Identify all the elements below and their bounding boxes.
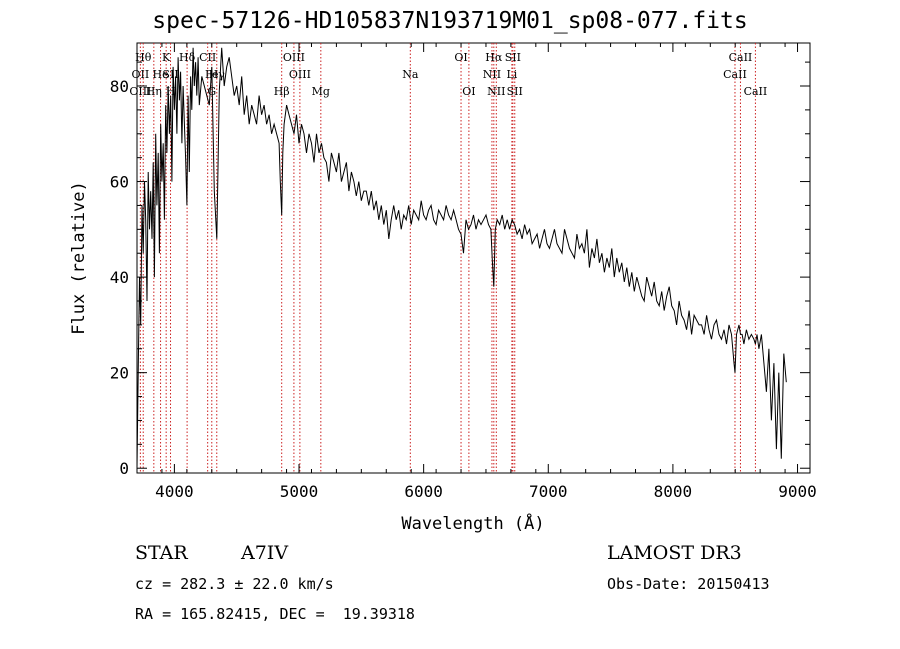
survey-name: LAMOST DR3 <box>607 542 742 564</box>
line-label: SII <box>507 85 523 98</box>
line-label: CII <box>199 51 216 64</box>
x-tick-label: 7000 <box>529 482 568 501</box>
line-label: Na <box>402 68 419 81</box>
spectrum-line <box>136 47 787 469</box>
x-tick-label: 6000 <box>404 482 443 501</box>
line-markers <box>139 43 756 473</box>
line-label: CaII <box>744 85 768 98</box>
x-tick-label: 8000 <box>654 482 693 501</box>
object-class: STAR <box>135 542 188 564</box>
x-axis-label: Wavelength (Å) <box>401 512 544 534</box>
x-tick-label: 9000 <box>778 482 817 501</box>
line-label: G <box>207 85 216 98</box>
line-label: NII <box>487 85 505 98</box>
line-label: OIII <box>289 68 311 81</box>
y-tick-label: 80 <box>110 77 129 96</box>
y-tick-label: 20 <box>110 364 129 383</box>
chart-title: spec-57126-HD105837N193719M01_sp08-077.f… <box>152 8 748 34</box>
line-label: SII <box>505 51 521 64</box>
line-label: OIII <box>283 51 305 64</box>
line-label: He <box>153 68 169 81</box>
line-label: Hθ <box>135 51 152 64</box>
x-tick-label: 5000 <box>280 482 319 501</box>
y-axis-label: Flux (relative) <box>69 181 89 335</box>
y-tick-label: 0 <box>119 459 129 478</box>
x-axis-ticks: 4000 5000 6000 7000 8000 9000 <box>136 43 817 501</box>
y-tick-label: 60 <box>110 173 129 192</box>
line-label: Mg <box>312 85 330 98</box>
plot-frame <box>136 42 811 474</box>
line-label: SII <box>162 68 178 81</box>
x-tick-label: 4000 <box>155 482 194 501</box>
line-label: Hγ <box>209 68 226 81</box>
line-label: Hδ <box>179 51 196 64</box>
y-axis-ticks: 0 20 40 60 80 <box>110 61 810 478</box>
line-label: Hβ <box>274 85 290 98</box>
observation-date: Obs-Date: 20150413 <box>607 575 770 593</box>
line-label: OIII <box>129 85 151 98</box>
redshift-readout: cz = 282.3 ± 22.0 km/s <box>135 575 334 593</box>
line-label: Li <box>506 68 517 81</box>
line-label: OII <box>132 68 150 81</box>
spectral-subclass: A7IV <box>241 542 289 564</box>
y-tick-label: 40 <box>110 268 129 287</box>
line-label: CaII <box>729 51 753 64</box>
line-label: OI <box>462 85 475 98</box>
line-label: Hα <box>485 51 503 64</box>
coordinates-readout: RA = 165.82415, DEC = 19.39318 <box>135 605 415 623</box>
line-label: NII <box>483 68 501 81</box>
line-label: H <box>166 85 176 98</box>
line-label: CaII <box>723 68 747 81</box>
line-label: K <box>162 51 171 64</box>
line-label: Hη <box>146 85 162 98</box>
line-label: OI <box>454 51 467 64</box>
